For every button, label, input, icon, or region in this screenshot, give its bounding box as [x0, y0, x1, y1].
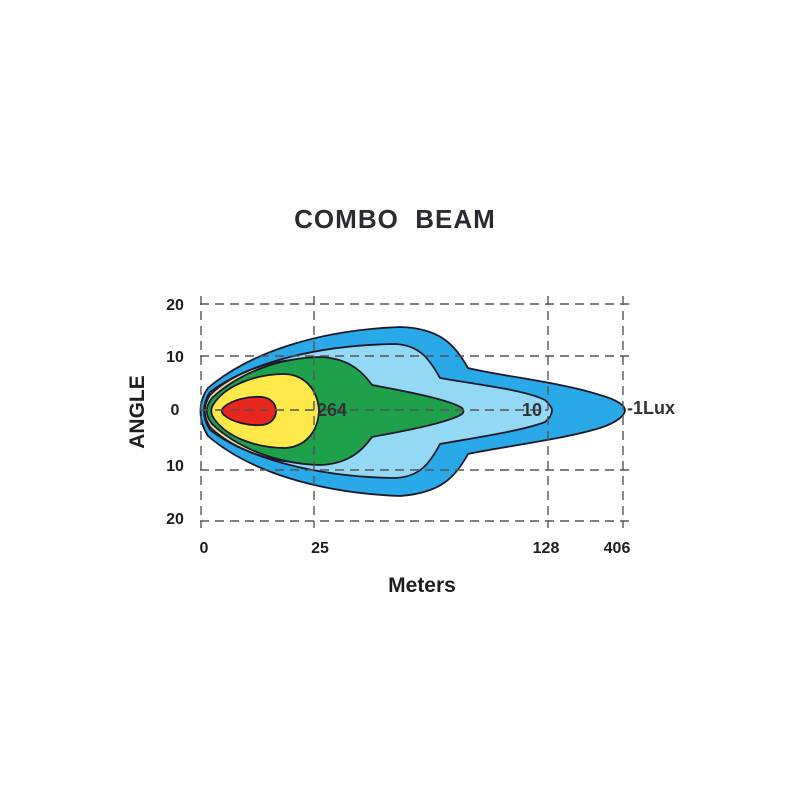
x-tick-406: 406 — [604, 540, 631, 557]
diagram-title: COMBO BEAM — [294, 204, 496, 234]
grid-lines — [200, 296, 635, 528]
beam-zones — [199, 326, 626, 497]
zone-label-264: 264 — [317, 400, 347, 420]
zone-label-10: 10 — [522, 400, 542, 420]
x-tick-128: 128 — [533, 540, 560, 557]
y-tick-20-bottom: 20 — [166, 511, 184, 528]
zone-label-1lux: -1Lux — [627, 398, 675, 418]
y-tick-0: 0 — [171, 402, 180, 419]
y-tick-20-top: 20 — [166, 297, 184, 314]
y-tick-10-bottom: 10 — [166, 458, 184, 475]
x-tick-0: 0 — [200, 540, 209, 557]
zone-red — [220, 395, 277, 427]
y-axis-label: ANGLE — [126, 375, 149, 449]
x-axis-label: Meters — [388, 574, 456, 597]
x-tick-25: 25 — [311, 540, 329, 557]
y-tick-10-top: 10 — [166, 349, 184, 366]
